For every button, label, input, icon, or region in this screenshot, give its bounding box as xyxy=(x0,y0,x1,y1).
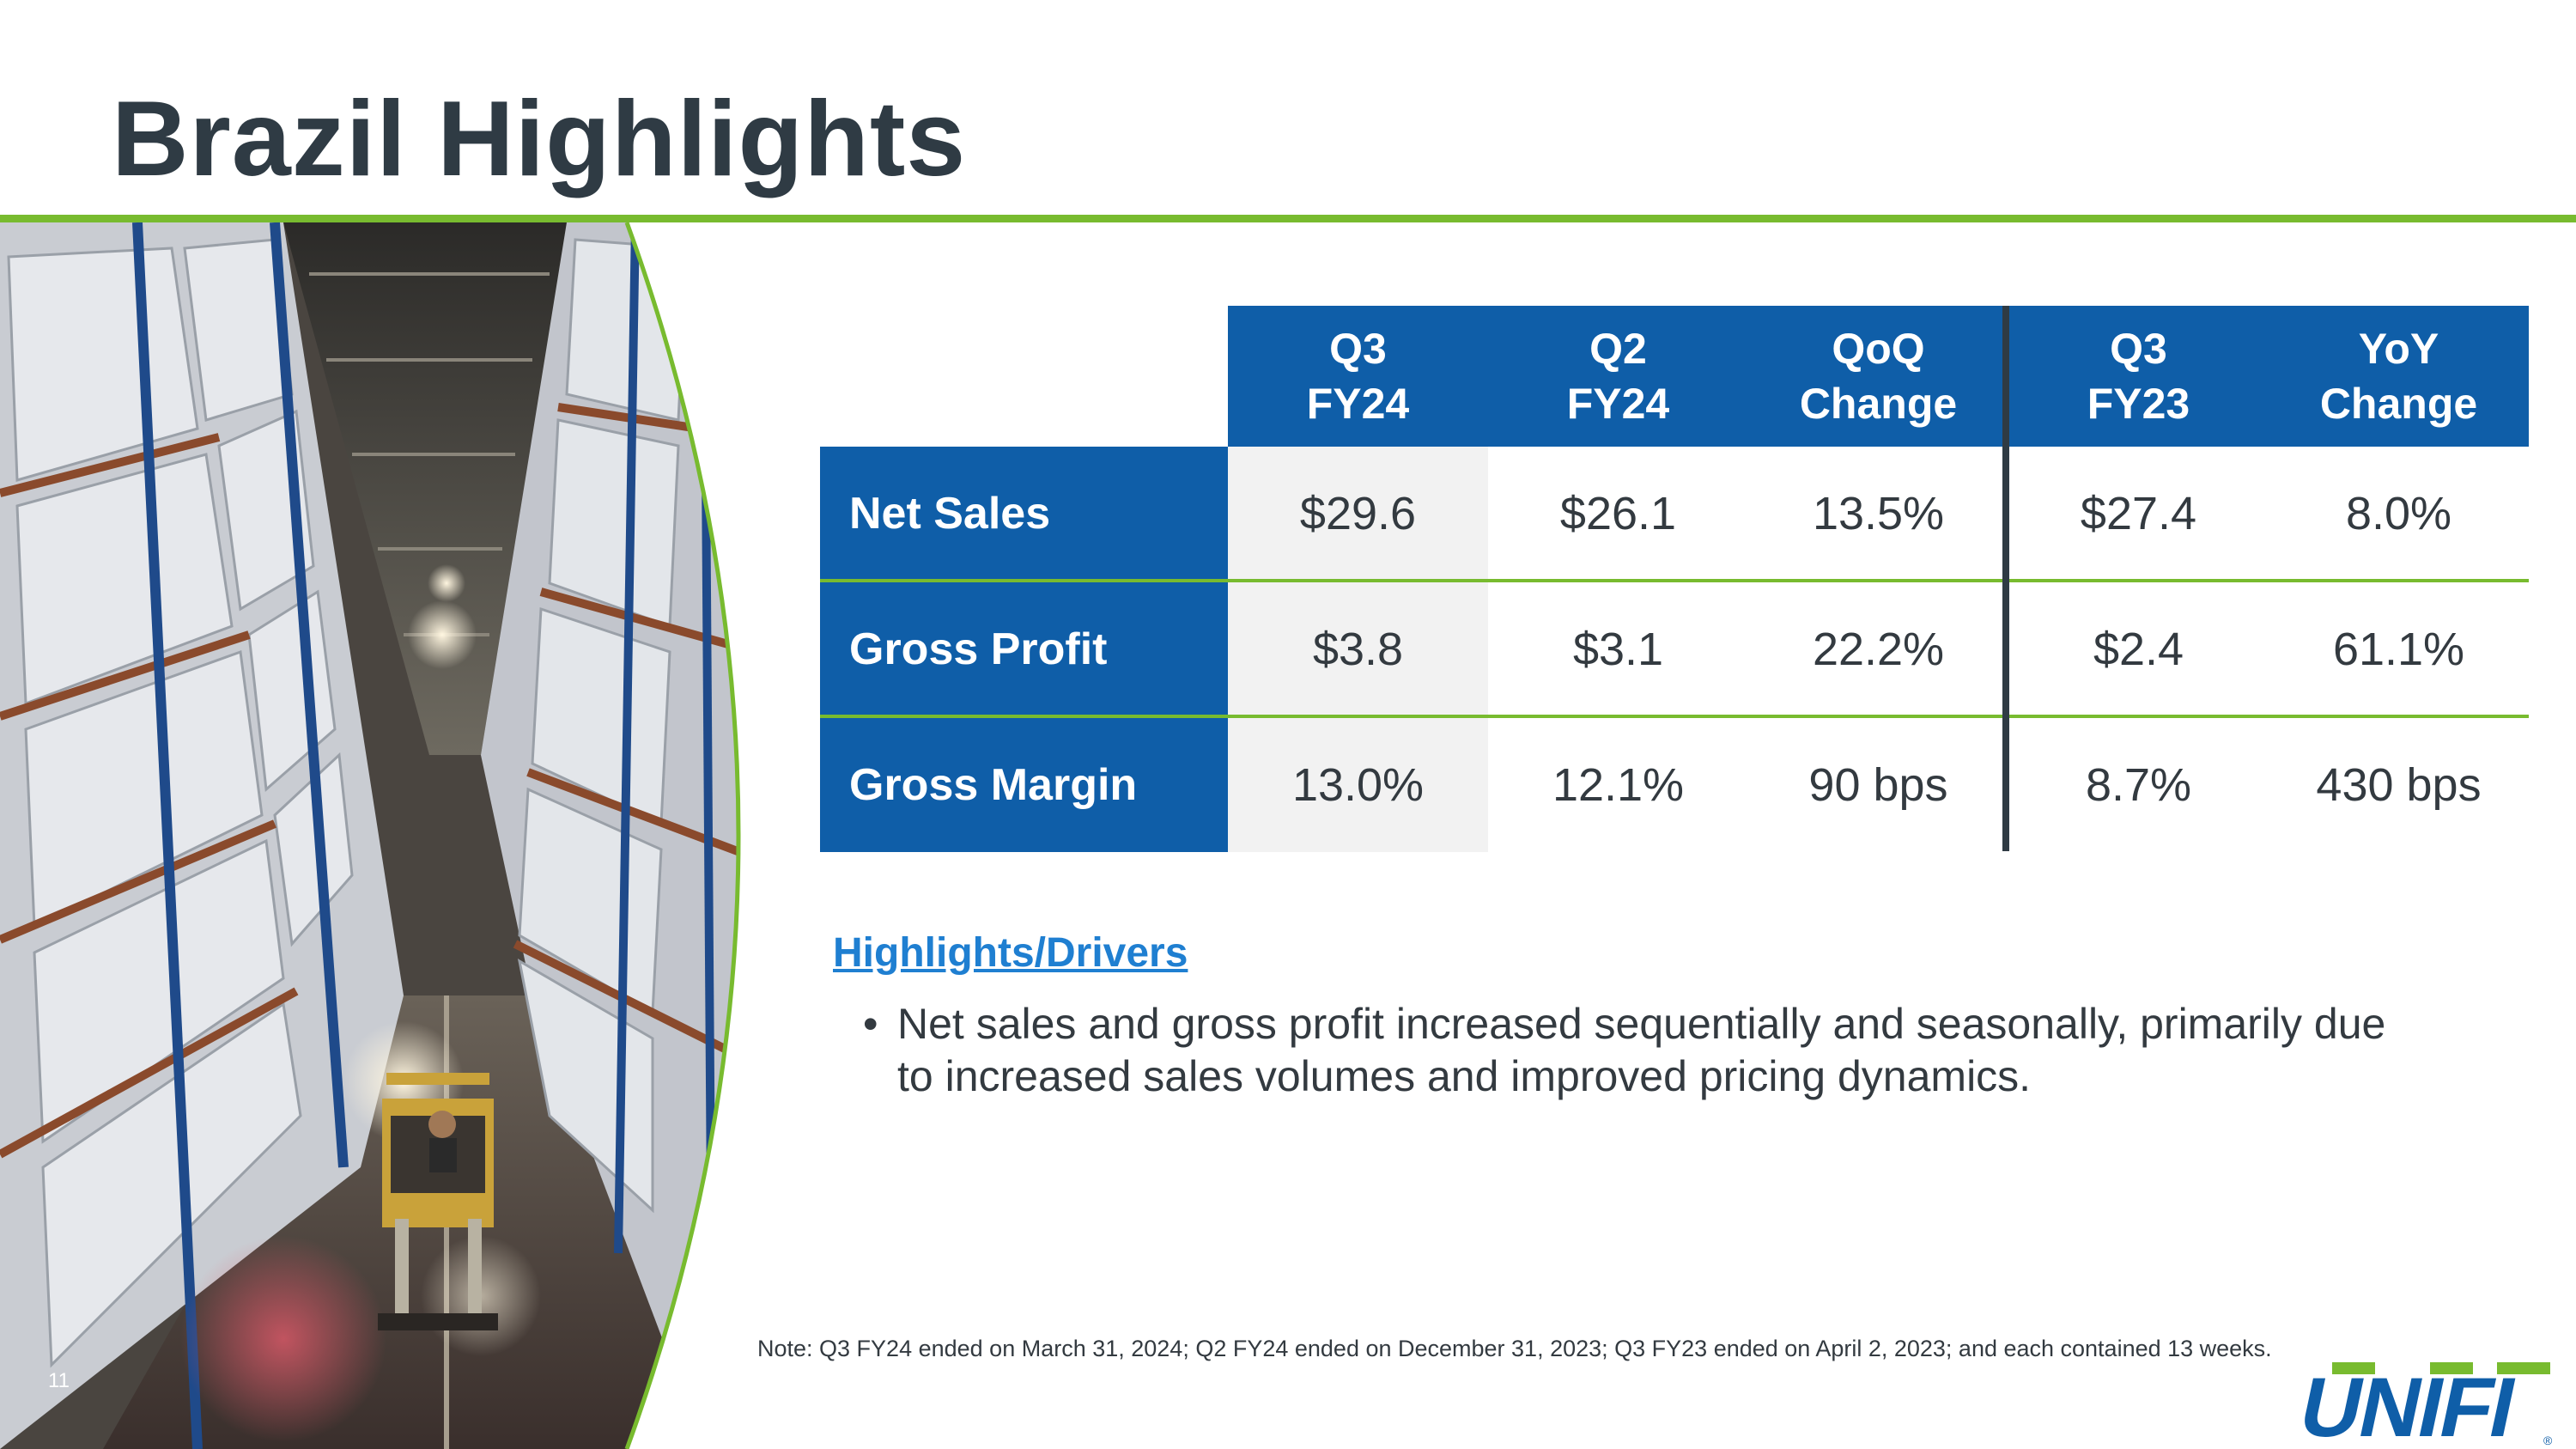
table-cell: 8.0% xyxy=(2345,488,2452,539)
warehouse-photo xyxy=(0,222,741,1449)
row-label: Gross Margin xyxy=(820,718,1228,852)
table-row: Gross Margin 13.0% 12.1% 90 bps 8.7% 430… xyxy=(820,718,2529,852)
column-header-line: Change xyxy=(2319,380,2478,428)
column-header: Q3 FY23 xyxy=(2008,306,2269,447)
table-cell: 13.0% xyxy=(1228,718,1488,852)
table-cell: 13.5% xyxy=(1812,488,1945,539)
column-header: Q2 FY24 xyxy=(1488,306,1748,447)
table-cell: 8.7% xyxy=(2085,759,2192,811)
column-header: YoY Change xyxy=(2269,306,2529,447)
column-header-line: QoQ xyxy=(1832,325,1925,373)
table-cell: 430 bps xyxy=(2316,759,2482,811)
highlight-bullet: • Net sales and gross profit increased s… xyxy=(863,998,2426,1103)
table-cell: $27.4 xyxy=(2080,488,2197,539)
table-cell: 61.1% xyxy=(2332,624,2465,675)
column-header-line: Q2 xyxy=(1589,325,1647,373)
table-cell: $29.6 xyxy=(1228,447,1488,581)
table-cell: 22.2% xyxy=(1812,624,1945,675)
logo-accent-2 xyxy=(2430,1362,2473,1374)
logo-wordmark: UNIFI xyxy=(2294,1362,2523,1448)
column-header-line: Q3 xyxy=(1329,325,1387,373)
table-row: Gross Profit $3.8 $3.1 22.2% $2.4 61.1% xyxy=(820,582,2529,716)
row-label: Gross Profit xyxy=(820,582,1228,716)
row-label: Net Sales xyxy=(820,447,1228,581)
bullet-dot-icon: • xyxy=(863,1000,878,1048)
row-divider xyxy=(820,579,2529,582)
column-header-line: FY23 xyxy=(2087,380,2190,428)
column-group-divider xyxy=(2002,306,2009,851)
column-header: QoQ Change xyxy=(1748,306,2008,447)
row-divider xyxy=(820,715,2529,718)
column-header: Q3 FY24 xyxy=(1228,306,1488,447)
logo-accent-3 xyxy=(2497,1362,2550,1374)
page-number: 11 xyxy=(48,1369,70,1392)
column-header-line: YoY xyxy=(2358,325,2439,373)
column-header-line: FY24 xyxy=(1306,380,1410,428)
table-row: Net Sales $29.6 $26.1 13.5% $27.4 8.0% xyxy=(820,447,2529,581)
column-header-line: FY24 xyxy=(1566,380,1670,428)
logo-accent-1 xyxy=(2332,1362,2375,1374)
column-header-line: Q3 xyxy=(2110,325,2167,373)
table-cell: 90 bps xyxy=(1808,759,1948,811)
bullet-text: Net sales and gross profit increased seq… xyxy=(897,1000,2386,1100)
table-cell: $26.1 xyxy=(1559,488,1677,539)
column-header-line: Change xyxy=(1799,380,1958,428)
table-cell: $3.1 xyxy=(1572,624,1664,675)
table-cell: 12.1% xyxy=(1552,759,1685,811)
highlights-heading: Highlights/Drivers xyxy=(833,930,1188,976)
registered-mark: ® xyxy=(2543,1434,2553,1447)
table-header-background xyxy=(1228,306,2529,447)
title-rule xyxy=(0,215,2576,222)
footnote: Note: Q3 FY24 ended on March 31, 2024; Q… xyxy=(757,1336,2272,1361)
table-cell: $2.4 xyxy=(2093,624,2184,675)
unifi-logo: UNIFI ® xyxy=(2294,1362,2553,1448)
table-cell: $3.8 xyxy=(1228,582,1488,716)
slide-title: Brazil Highlights xyxy=(112,80,967,198)
